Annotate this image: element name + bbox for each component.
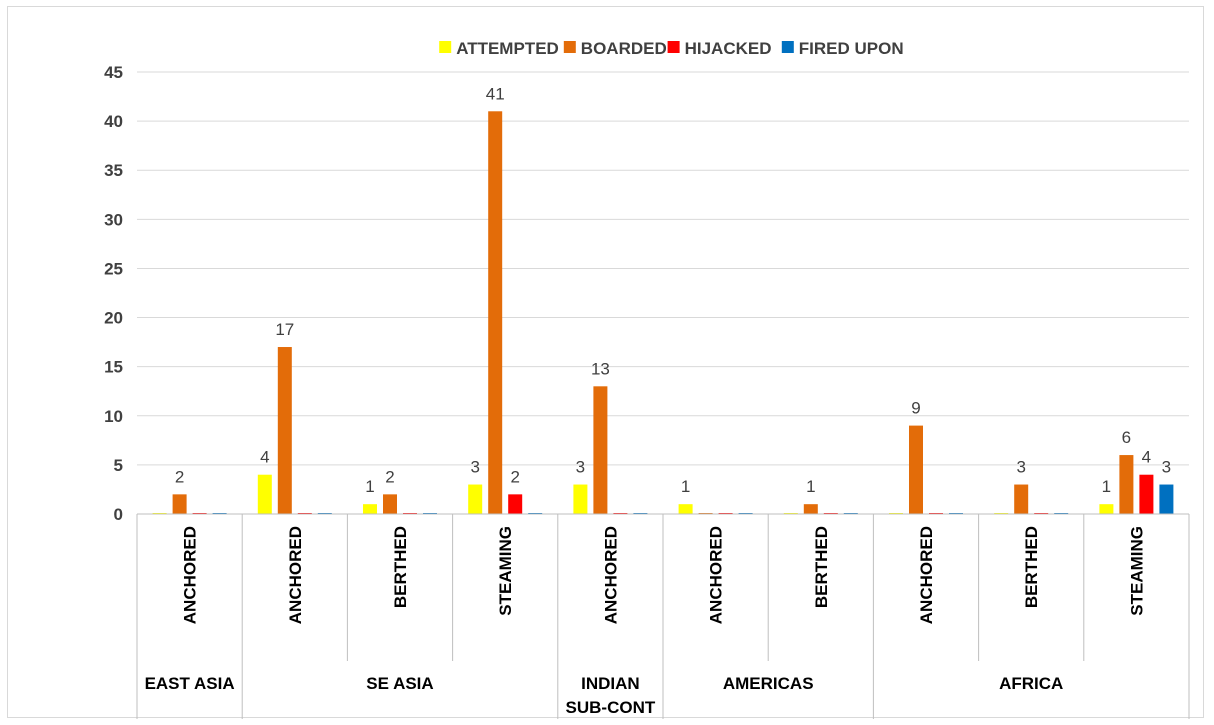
y-tick-label: 10 — [104, 407, 123, 426]
legend-swatch — [781, 41, 794, 53]
bar-hijacked — [1139, 474, 1154, 514]
category-label: BERTHED — [812, 526, 831, 608]
group-label: INDIAN SUB-CONT — [566, 674, 656, 717]
data-label: 9 — [911, 399, 920, 418]
y-tick-label: 40 — [104, 112, 123, 131]
bar-fired-upon — [1159, 484, 1174, 514]
bar-attempted — [468, 484, 483, 514]
legend-swatch — [667, 41, 680, 53]
data-label: 4 — [260, 448, 269, 467]
legend-label: ATTEMPTED — [456, 39, 559, 58]
chart-frame: ATTEMPTED BOARDED HIJACKED FIRED UPON 0 5 10 1… — [7, 6, 1204, 719]
y-tick-label: 35 — [104, 161, 123, 180]
bar-boarded — [593, 386, 608, 514]
y-tick-label: 45 — [104, 63, 123, 82]
legend-label: FIRED UPON — [799, 39, 904, 58]
bar-boarded — [383, 494, 397, 514]
category-label: BERTHED — [1022, 526, 1041, 608]
bar-boarded — [803, 504, 818, 514]
group-label: AFRICA — [999, 674, 1063, 693]
bar-boarded — [1014, 484, 1029, 514]
data-label: 4 — [1142, 448, 1151, 467]
data-label: 2 — [175, 467, 184, 486]
group-label: SE ASIA — [366, 674, 433, 693]
category-label: ANCHORED — [917, 526, 936, 624]
data-label: 1 — [681, 477, 690, 496]
bar-chart: ATTEMPTED BOARDED HIJACKED FIRED UPON 0 5 10 1… — [104, 39, 1190, 719]
data-label: 1 — [1102, 477, 1111, 496]
data-label: 1 — [806, 477, 815, 496]
data-label: 3 — [576, 458, 585, 477]
bar-boarded — [909, 425, 923, 514]
category-label: ANCHORED — [601, 526, 620, 624]
bar-attempted — [257, 474, 272, 514]
category-label: STEAMING — [1127, 526, 1146, 616]
category-label: ANCHORED — [181, 526, 200, 624]
data-label: 3 — [1162, 458, 1171, 477]
bar-boarded — [1119, 455, 1134, 514]
data-label: 17 — [275, 320, 294, 339]
legend-swatch — [563, 41, 576, 53]
bar-boarded — [277, 347, 292, 514]
y-tick-label: 15 — [104, 358, 123, 377]
legend-label: HIJACKED — [685, 39, 772, 58]
data-label: 6 — [1122, 428, 1131, 447]
legend-label: BOARDED — [581, 39, 667, 58]
data-label: 1 — [365, 477, 374, 496]
bar-hijacked — [508, 494, 523, 514]
data-label: 2 — [510, 467, 519, 486]
y-tick-label: 0 — [114, 505, 123, 524]
data-label: 2 — [385, 467, 394, 486]
gridlines — [137, 71, 1189, 466]
y-axis: 0 5 10 15 20 25 30 35 40 45 — [104, 63, 123, 524]
group-label: AMERICAS — [723, 674, 814, 693]
data-label: 3 — [1016, 458, 1025, 477]
bar-attempted — [573, 484, 588, 514]
y-tick-label: 5 — [114, 456, 123, 475]
bar-attempted — [1099, 504, 1114, 514]
bars — [152, 111, 1174, 515]
y-tick-label: 25 — [104, 259, 123, 278]
y-tick-label: 20 — [104, 309, 123, 328]
category-label: ANCHORED — [286, 526, 305, 624]
bar-attempted — [678, 504, 693, 514]
category-label: ANCHORED — [707, 526, 726, 624]
bar-boarded — [488, 111, 503, 515]
category-label: STEAMING — [496, 526, 515, 616]
legend: ATTEMPTED BOARDED HIJACKED FIRED UPON — [439, 39, 904, 58]
legend-swatch — [439, 41, 452, 53]
data-label: 3 — [470, 458, 479, 477]
data-label: 41 — [486, 84, 505, 103]
x-axis: ANCHORED ANCHORED BERTHED STEAMING ANCHORED A… — [136, 513, 1190, 719]
data-label: 13 — [591, 359, 610, 378]
group-label: EAST ASIA — [145, 674, 235, 693]
category-label: BERTHED — [391, 526, 410, 608]
y-tick-label: 30 — [104, 210, 123, 229]
bar-attempted — [363, 504, 377, 514]
bar-boarded — [172, 494, 187, 514]
